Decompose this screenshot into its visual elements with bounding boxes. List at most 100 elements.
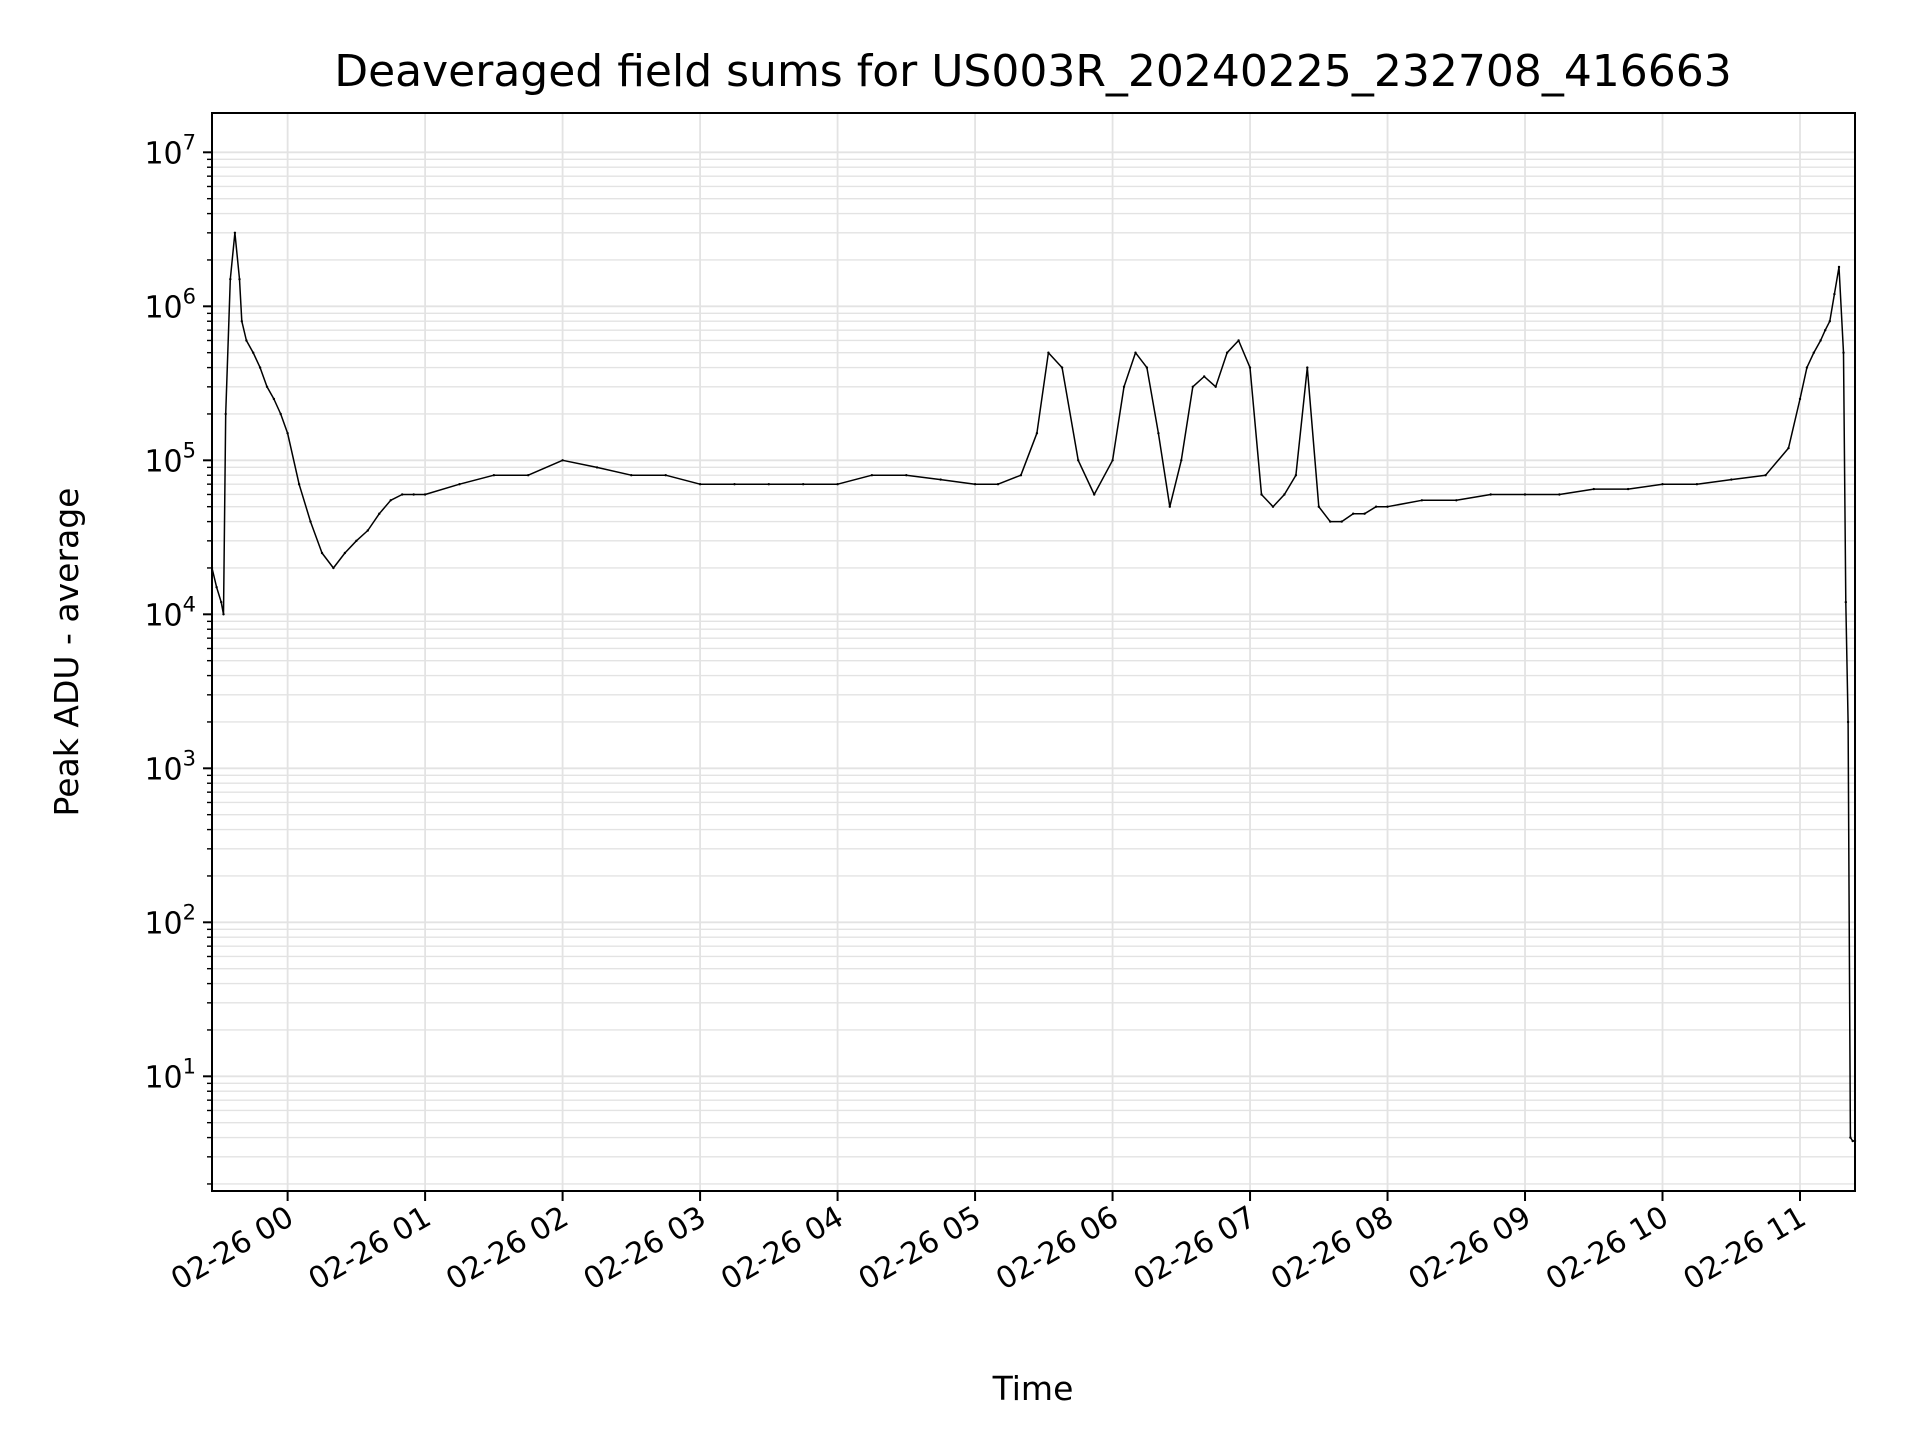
x-axis-title: Time — [992, 1369, 1074, 1408]
data-point — [1842, 351, 1845, 354]
data-point — [297, 483, 301, 486]
data-point — [1180, 459, 1183, 462]
data-point — [1225, 351, 1229, 354]
data-point — [905, 474, 908, 477]
data-point — [279, 412, 282, 416]
data-point — [1824, 329, 1827, 332]
data-point — [355, 539, 358, 542]
data-point — [1837, 265, 1841, 269]
data-point — [561, 459, 564, 462]
data-point — [1306, 366, 1309, 369]
y-tick-label: 104 — [144, 592, 196, 633]
data-point — [215, 586, 218, 589]
series-layer — [210, 231, 1857, 1143]
data-point — [1111, 459, 1114, 462]
data-point — [1248, 366, 1252, 369]
data-point — [1093, 493, 1096, 496]
data-point — [802, 483, 805, 486]
data-point — [1812, 351, 1816, 354]
y-tick-label: 106 — [144, 284, 196, 325]
data-point — [366, 529, 369, 532]
data-point — [733, 483, 736, 486]
data-point — [1846, 720, 1850, 724]
y-tick-label: 101 — [144, 1054, 196, 1095]
data-point — [1849, 1136, 1852, 1139]
data-point — [1157, 432, 1160, 435]
data-point — [1730, 478, 1733, 481]
data-point — [1191, 385, 1195, 388]
data-point — [423, 493, 427, 496]
data-point — [939, 478, 942, 481]
data-point — [1695, 483, 1699, 486]
data-point — [309, 520, 312, 523]
data-point — [343, 551, 347, 555]
data-point — [1134, 351, 1137, 354]
chart-title: Deaveraged field sums for US003R_2024022… — [334, 46, 1732, 97]
data-point — [220, 600, 223, 604]
data-point — [401, 493, 404, 496]
data-point — [1260, 493, 1263, 496]
data-point — [996, 483, 1000, 486]
data-point — [222, 613, 225, 616]
data-point — [1787, 446, 1790, 450]
data-point — [1798, 397, 1802, 401]
data-point — [1455, 499, 1458, 502]
data-point — [492, 474, 496, 477]
data-point — [245, 339, 248, 342]
y-tick-label: 107 — [144, 130, 196, 171]
data-point — [1558, 493, 1561, 496]
data-point — [1374, 505, 1378, 508]
data-point — [1317, 505, 1321, 508]
data-point — [412, 493, 415, 496]
data-point — [1851, 1139, 1854, 1143]
data-point — [1077, 459, 1080, 462]
data-point — [1122, 385, 1126, 388]
data-point — [229, 278, 232, 281]
data-point — [1819, 339, 1822, 342]
data-point — [1271, 505, 1275, 508]
data-point — [389, 499, 392, 502]
data-point — [1489, 493, 1492, 496]
data-point — [240, 320, 243, 323]
data-point — [1828, 320, 1832, 323]
data-point — [698, 483, 702, 486]
data-point — [265, 385, 269, 388]
data-point — [1844, 600, 1848, 604]
data-point — [836, 483, 839, 486]
data-point — [767, 483, 770, 486]
data-point — [252, 351, 255, 354]
data-point — [1329, 520, 1332, 523]
data-point — [1203, 375, 1206, 378]
data-point — [1283, 493, 1286, 496]
y-tick-label: 105 — [144, 438, 196, 479]
data-point — [527, 474, 530, 477]
data-point — [1420, 499, 1424, 502]
data-point — [272, 397, 276, 401]
grid — [212, 113, 1855, 1191]
series-line — [211, 232, 1855, 1142]
data-point — [1764, 474, 1767, 477]
data-point — [1019, 474, 1023, 477]
data-point — [1145, 366, 1149, 369]
data-point — [1805, 366, 1809, 369]
data-point — [870, 474, 874, 477]
data-point — [973, 483, 977, 486]
data-point — [1626, 487, 1630, 491]
data-point — [233, 231, 237, 234]
data-point — [1294, 474, 1298, 477]
data-point — [320, 551, 324, 555]
data-point — [1833, 292, 1836, 296]
data-point — [224, 412, 227, 416]
plot-frame — [211, 112, 1856, 1192]
data-point — [332, 566, 335, 570]
data-point — [1363, 512, 1366, 515]
data-point — [1352, 512, 1355, 515]
data-point — [238, 278, 241, 281]
data-point — [458, 483, 461, 486]
data-point — [595, 466, 599, 469]
y-axis: 101 102 103 104 105 106 107 — [144, 130, 212, 1185]
data-point — [1592, 487, 1596, 491]
data-point — [286, 432, 289, 435]
